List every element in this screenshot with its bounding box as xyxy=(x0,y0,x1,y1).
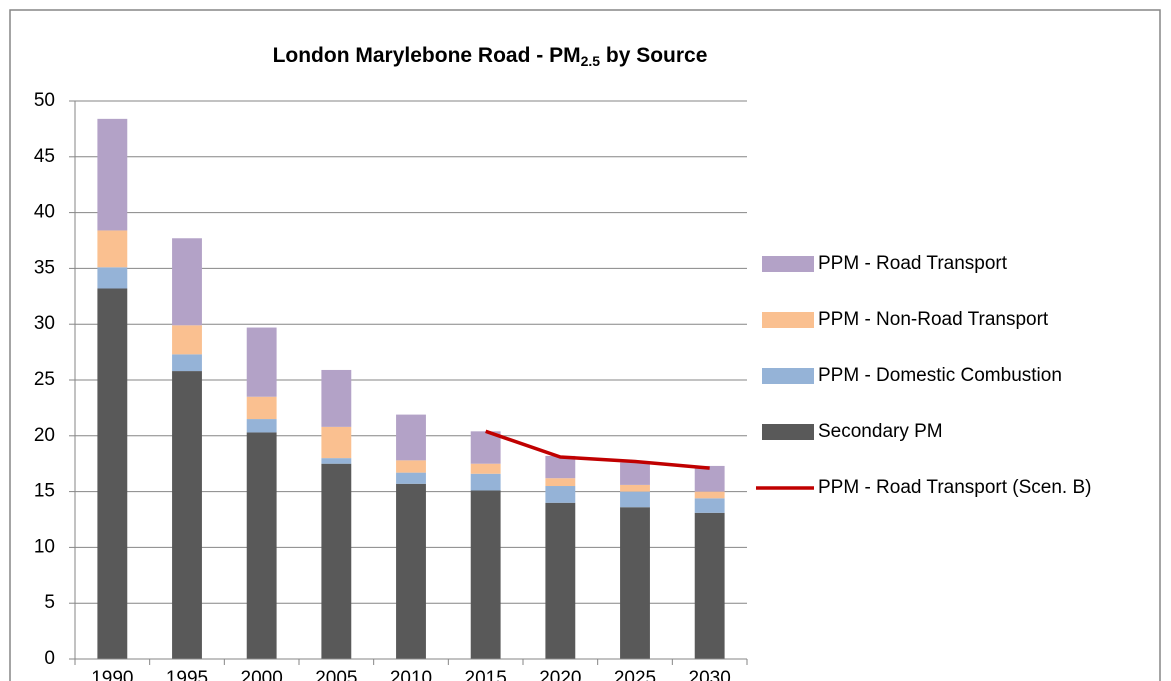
bar-segment xyxy=(321,426,352,459)
bar-segment xyxy=(470,473,501,491)
y-tick-label: 35 xyxy=(34,257,55,278)
legend-label: PPM - Domestic Combustion xyxy=(818,365,1062,386)
bar-segment xyxy=(396,483,426,659)
bar-segment xyxy=(172,371,202,659)
y-tick-label: 15 xyxy=(34,481,55,502)
bar-segment xyxy=(620,507,650,659)
title-main: London Marylebone Road - PM xyxy=(273,44,581,67)
x-tick-label: 2000 xyxy=(241,668,283,681)
chart-title: London Marylebone Road - PM2.5 by Source xyxy=(273,44,708,69)
title-subscript: 2.5 xyxy=(581,53,601,69)
x-tick-label: 2025 xyxy=(614,668,656,681)
y-tick-label: 0 xyxy=(44,648,55,669)
bar-segment xyxy=(396,414,426,461)
bar-segment xyxy=(246,432,277,659)
bar-segment xyxy=(246,396,277,420)
x-tick-label: 1990 xyxy=(91,668,133,681)
y-tick-label: 40 xyxy=(34,202,55,223)
y-tick-label: 10 xyxy=(34,536,55,557)
bar-segment xyxy=(694,491,725,499)
bar-segment xyxy=(620,491,650,508)
bar-segment xyxy=(694,498,725,513)
bar-segment xyxy=(545,502,576,659)
x-tick-label: 1995 xyxy=(166,668,208,681)
bar-segment xyxy=(246,327,277,397)
bar-segment xyxy=(545,478,576,487)
x-tick-label: 2030 xyxy=(689,668,731,681)
y-tick-label: 5 xyxy=(44,592,55,613)
bar-segment xyxy=(97,230,128,268)
bar-segment xyxy=(396,472,426,484)
y-tick-label: 45 xyxy=(34,146,55,167)
bar-segment xyxy=(470,463,501,474)
bar-segment xyxy=(470,490,501,659)
bar-segment xyxy=(97,267,128,289)
y-tick-label: 25 xyxy=(34,369,55,390)
legend-label: PPM - Non-Road Transport xyxy=(818,309,1049,330)
legend-label: PPM - Road Transport xyxy=(818,253,1008,274)
bar-segment xyxy=(172,354,202,372)
bar-segment xyxy=(97,288,128,659)
bar-segment xyxy=(321,369,352,427)
legend-swatch xyxy=(762,256,814,272)
legend-swatch xyxy=(762,312,814,328)
bar-segment xyxy=(545,486,576,503)
bar-segment xyxy=(97,118,128,231)
bar-segment xyxy=(694,512,725,659)
bar-segment xyxy=(246,419,277,433)
y-tick-label: 50 xyxy=(34,90,55,111)
bar-segment xyxy=(172,325,202,355)
legend-label: PPM - Road Transport (Scen. B) xyxy=(818,477,1092,498)
bar-segment xyxy=(396,460,426,473)
x-tick-label: 2020 xyxy=(539,668,581,681)
x-tick-label: 2010 xyxy=(390,668,432,681)
title-suffix: by Source xyxy=(600,44,707,67)
x-tick-label: 2015 xyxy=(465,668,507,681)
legend-swatch xyxy=(762,368,814,384)
x-tick-label: 2005 xyxy=(315,668,357,681)
bar-segment xyxy=(620,484,650,492)
bar-segment xyxy=(545,455,576,479)
bar-segment xyxy=(172,238,202,326)
bar-segment xyxy=(620,462,650,485)
bar-segment xyxy=(694,465,725,492)
bar-segment xyxy=(470,431,501,464)
legend-swatch xyxy=(762,424,814,440)
line-series xyxy=(485,429,710,470)
bar-segment xyxy=(321,463,352,659)
bar-segment xyxy=(321,458,352,464)
legend-label: Secondary PM xyxy=(818,421,943,442)
y-tick-label: 20 xyxy=(34,425,55,446)
y-tick-label: 30 xyxy=(34,313,55,334)
